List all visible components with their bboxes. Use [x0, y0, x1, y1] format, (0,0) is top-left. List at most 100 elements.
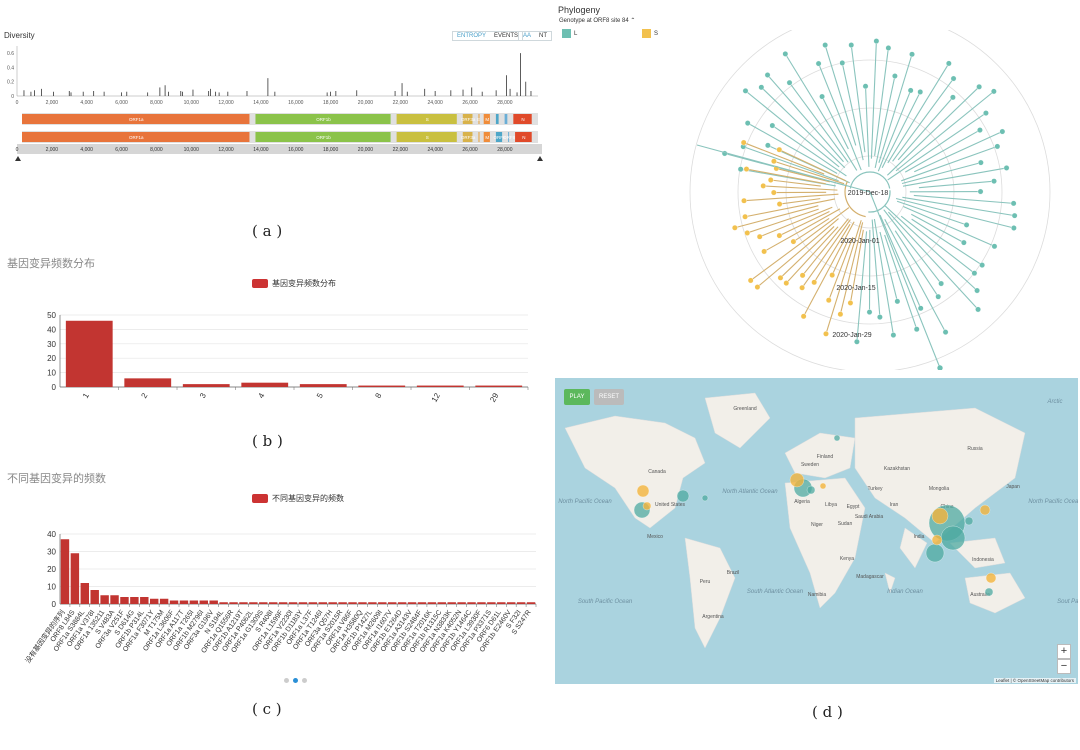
x-tick-label: 4,000 [80, 147, 93, 153]
tree-tip [759, 85, 764, 90]
reset-button[interactable]: RESET [594, 389, 624, 405]
map-attribution[interactable]: Leaflet | © OpenStreetMap contributors [994, 678, 1076, 683]
map-label: Brazil [727, 570, 740, 576]
chart-c-legend[interactable]: 不同基因变异的频数 [252, 493, 344, 504]
tree-tip [829, 272, 834, 277]
tree-tip [819, 94, 824, 99]
bar [190, 601, 198, 605]
gene-segment [496, 114, 499, 124]
color-by-text: Genotype at ORF8 site 84 [559, 18, 629, 24]
play-button[interactable]: PLAY [564, 389, 590, 405]
tree-tip [964, 222, 969, 227]
x-tick-label: 3 [198, 391, 208, 400]
x-tick-label: 22,000 [393, 147, 409, 153]
tree-tip [908, 88, 913, 93]
tree-tip [823, 331, 828, 336]
map-circle [965, 517, 973, 525]
bar [90, 590, 98, 604]
tree-tip [784, 280, 789, 285]
x-tick-label: 6,000 [115, 147, 128, 153]
caption-d: ( d ) [812, 703, 843, 721]
zoom-out-button[interactable]: − [1057, 659, 1071, 674]
tree-tip [741, 140, 746, 145]
tree-tip [741, 198, 746, 203]
page-dot[interactable] [302, 678, 307, 683]
legend-label: 不同基因变异的频数 [272, 494, 344, 503]
bar [517, 602, 525, 604]
tree-branch [743, 147, 838, 181]
chevron-up-icon[interactable]: ⌃ [630, 18, 635, 24]
bar [249, 602, 257, 604]
land-mass [685, 538, 735, 648]
map-label: Russia [967, 446, 983, 452]
bar [428, 602, 436, 604]
tree-tip [771, 190, 776, 195]
tree-tip [863, 84, 868, 89]
tree-tip [938, 281, 943, 286]
bar [497, 602, 505, 604]
bar [358, 386, 405, 387]
tree-tip [1012, 213, 1017, 218]
bar [477, 602, 485, 604]
gene-label: ORF1a [129, 135, 144, 140]
map-label: Kenya [840, 556, 854, 562]
bar [408, 602, 416, 604]
gene-label: ORF3a [461, 135, 476, 140]
x-tick-label: 2,000 [46, 100, 59, 106]
x-tick-label: 0 [16, 147, 19, 153]
tree-branch [911, 214, 964, 242]
tree-tip [937, 365, 942, 370]
date-label: 2020-Jan-01 [840, 238, 879, 245]
bar [180, 601, 188, 605]
aa-toggle[interactable]: AA [519, 33, 535, 39]
diversity-title: Diversity [4, 31, 35, 40]
gene-label: ORF1b [316, 117, 331, 122]
land-mass [705, 393, 770, 448]
x-tick-label: 5 [315, 391, 325, 400]
x-tick-label: 12 [430, 391, 443, 404]
color-by-label[interactable]: Genotype at ORF8 site 84 ⌃ [559, 17, 635, 24]
ocean-label: Indian Ocean [887, 589, 923, 595]
bar [348, 602, 356, 604]
map-circle [941, 526, 965, 550]
entropy-toggle[interactable]: ENTROPY [453, 33, 490, 39]
caption-a: ( a ) [252, 222, 282, 240]
bar [457, 602, 465, 604]
tree-tip [732, 225, 737, 230]
gene-label: ORF8 [503, 135, 515, 140]
tree-arc [845, 181, 866, 216]
tree-tip [895, 299, 900, 304]
x-tick-label: 0 [16, 100, 19, 106]
map-label: Sweden [801, 462, 819, 468]
tree-tip [914, 326, 919, 331]
zoom-control[interactable]: + − [1057, 644, 1071, 674]
chart-b-legend[interactable]: 基因变异频数分布 [252, 278, 336, 289]
map-label: Namibia [808, 592, 827, 598]
zoom-in-button[interactable]: + [1057, 644, 1071, 659]
tree-branch [896, 199, 1014, 228]
bar [200, 601, 208, 605]
tree-tip [877, 314, 882, 319]
tree-tip [950, 95, 955, 100]
bar [475, 386, 522, 387]
bar [219, 602, 227, 604]
bar [110, 595, 118, 604]
caption-c: ( c ) [252, 700, 282, 718]
pagination-dots[interactable] [284, 678, 307, 683]
tree-tip [743, 88, 748, 93]
brush-handle-right-icon [537, 156, 543, 161]
tree-tip [768, 177, 773, 182]
map-circle [834, 435, 840, 441]
bar [417, 386, 464, 387]
tree-tip [995, 144, 1000, 149]
gene-label: S [426, 117, 429, 122]
x-tick-label: 2 [139, 391, 149, 400]
tree-tip [791, 239, 796, 244]
tree-tip [874, 38, 879, 43]
nt-toggle[interactable]: NT [535, 33, 551, 39]
page-dot-active[interactable] [293, 678, 298, 683]
page-dot[interactable] [284, 678, 289, 683]
